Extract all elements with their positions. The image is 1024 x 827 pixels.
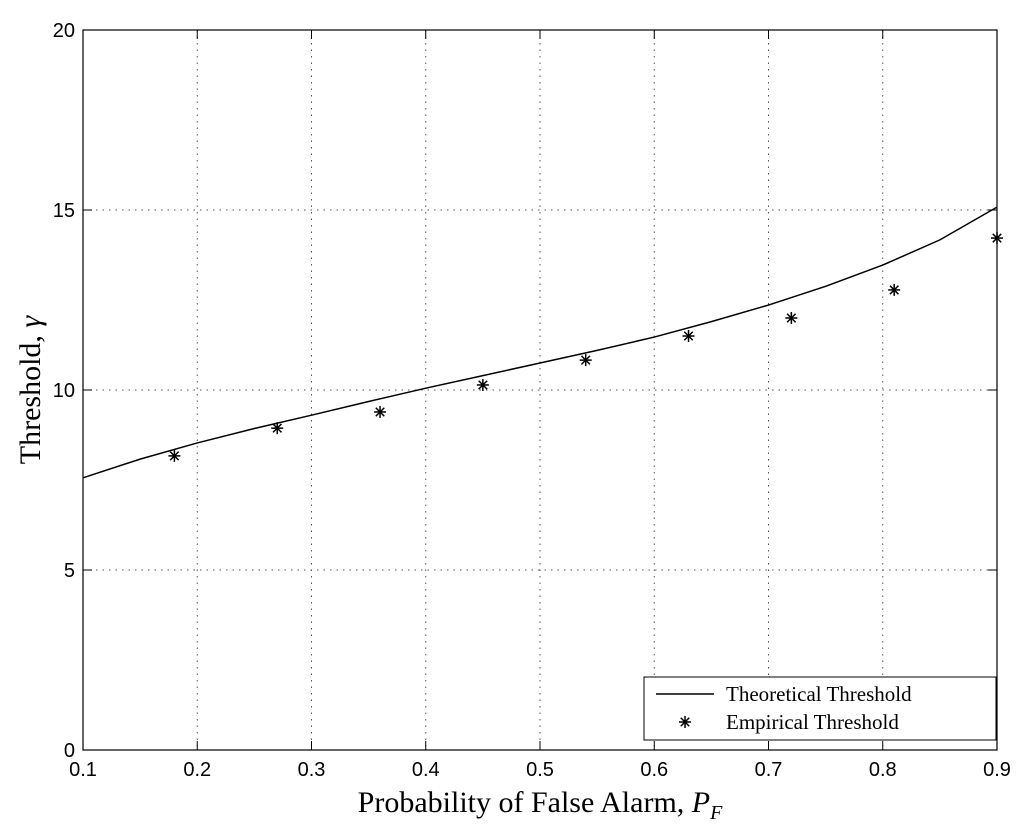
marker <box>579 354 592 367</box>
x-tick-label: 0.7 <box>755 759 783 781</box>
marker <box>168 449 181 462</box>
legend-label: Empirical Threshold <box>726 710 899 734</box>
marker <box>374 405 387 418</box>
y-tick-label: 15 <box>53 200 75 222</box>
y-tick-label: 20 <box>53 20 75 42</box>
y-label-symbol: γ <box>14 315 47 328</box>
x-tick-label: 0.6 <box>640 759 668 781</box>
x-label-subscript: F <box>709 802 723 824</box>
x-tick-label: 0.9 <box>983 759 1011 781</box>
marker-stroke <box>992 233 1002 243</box>
x-tick-label: 0.3 <box>298 759 326 781</box>
marker <box>679 716 691 728</box>
marker-stroke <box>272 423 282 433</box>
x-label-symbol: P <box>691 786 710 819</box>
x-tick-label: 0.8 <box>869 759 897 781</box>
marker <box>476 378 489 391</box>
marker-stroke <box>169 451 180 461</box>
legend-label: Theoretical Threshold <box>726 682 912 706</box>
x-tick-label: 0.1 <box>69 759 97 781</box>
legend-box <box>643 676 997 741</box>
marker <box>682 330 695 342</box>
y-axis-label: Threshold, γ <box>14 315 47 465</box>
line <box>82 206 998 479</box>
x-tick-label: 0.5 <box>526 759 554 781</box>
marker <box>271 422 284 435</box>
marker-stroke <box>580 355 591 365</box>
plot-frame <box>82 29 998 751</box>
marker-stroke <box>478 380 488 390</box>
x-axis-label: Probability of False Alarm, PF <box>358 786 723 824</box>
y-tick-label: 10 <box>53 380 75 402</box>
marker-stroke <box>375 407 385 417</box>
x-tick-label: 0.4 <box>412 759 440 781</box>
marker-stroke <box>683 331 694 341</box>
y-tick-label: 5 <box>64 560 75 582</box>
y-label-text: Threshold, <box>14 335 47 464</box>
marker-stroke <box>889 285 899 295</box>
x-label-text: Probability of False Alarm, <box>358 786 685 819</box>
marker <box>785 312 798 324</box>
x-tick-label: 0.2 <box>183 759 211 781</box>
marker-stroke <box>786 313 797 323</box>
marker <box>888 283 901 296</box>
marker-stroke <box>680 717 690 727</box>
marker <box>991 232 1003 245</box>
y-tick-label: 0 <box>64 740 75 762</box>
